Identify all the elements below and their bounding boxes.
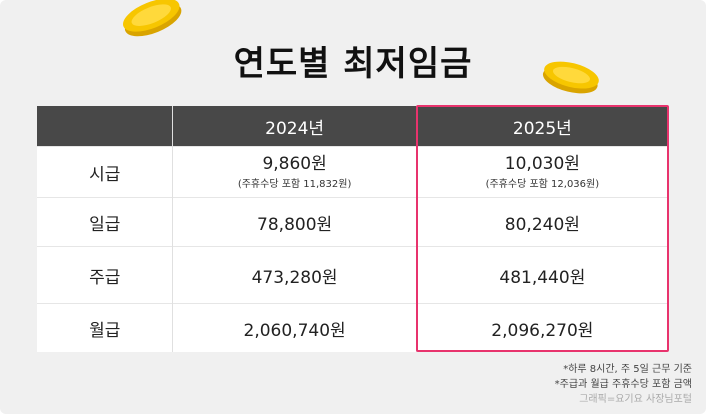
header-corner [37,106,173,147]
cell-subnote: (주휴수당 포함 11,832원) [237,178,352,190]
coin-icon [542,61,599,94]
cell-2025: 80,240원 [415,197,668,247]
row-label: 시급 [37,146,173,198]
header-2024: 2024년 [172,106,417,147]
footnote-hours: *하루 8시간, 주 5일 근무 기준 [563,364,692,375]
cell-subnote: (주휴수당 포함 12,036원) [485,178,600,190]
cell-2024: 78,800원 [172,197,417,247]
row-label: 일급 [37,197,173,247]
footnotes: *하루 8시간, 주 5일 근무 기준 *주급과 월급 주휴수당 포함 금액 그… [555,362,692,407]
cell-value: 10,030원 [504,153,580,174]
graphic-credit: 그래픽=요기요 사장님포털 [579,394,692,405]
table-row: 시급 9,860원 (주휴수당 포함 11,832원) 10,030원 (주휴수… [37,146,668,198]
table-row: 일급 78,800원 80,240원 [37,197,668,247]
cell-2024: 9,860원 (주휴수당 포함 11,832원) [172,146,417,198]
footnote-weekly-monthly: *주급과 월급 주휴수당 포함 금액 [554,379,692,390]
header-2025: 2025년 [415,106,668,147]
row-label: 주급 [37,246,173,304]
table-row: 주급 473,280원 481,440원 [37,246,668,304]
page-title: 연도별 최저임금 [233,44,473,84]
cell-2024: 2,060,740원 [172,303,417,352]
cell-2025: 10,030원 (주휴수당 포함 12,036원) [415,146,668,198]
cell-2025: 481,440원 [415,246,668,304]
cell-2025: 2,096,270원 [415,303,668,352]
coin-icon [123,0,182,37]
cell-value: 9,860원 [262,153,327,174]
table-row: 월급 2,060,740원 2,096,270원 [37,303,668,352]
table-header-row: 2024년 2025년 [37,106,668,147]
row-label: 월급 [37,303,173,352]
cell-2024: 473,280원 [172,246,417,304]
wage-table: 2024년 2025년 시급 9,860원 (주휴수당 포함 11,832원) … [37,106,668,352]
